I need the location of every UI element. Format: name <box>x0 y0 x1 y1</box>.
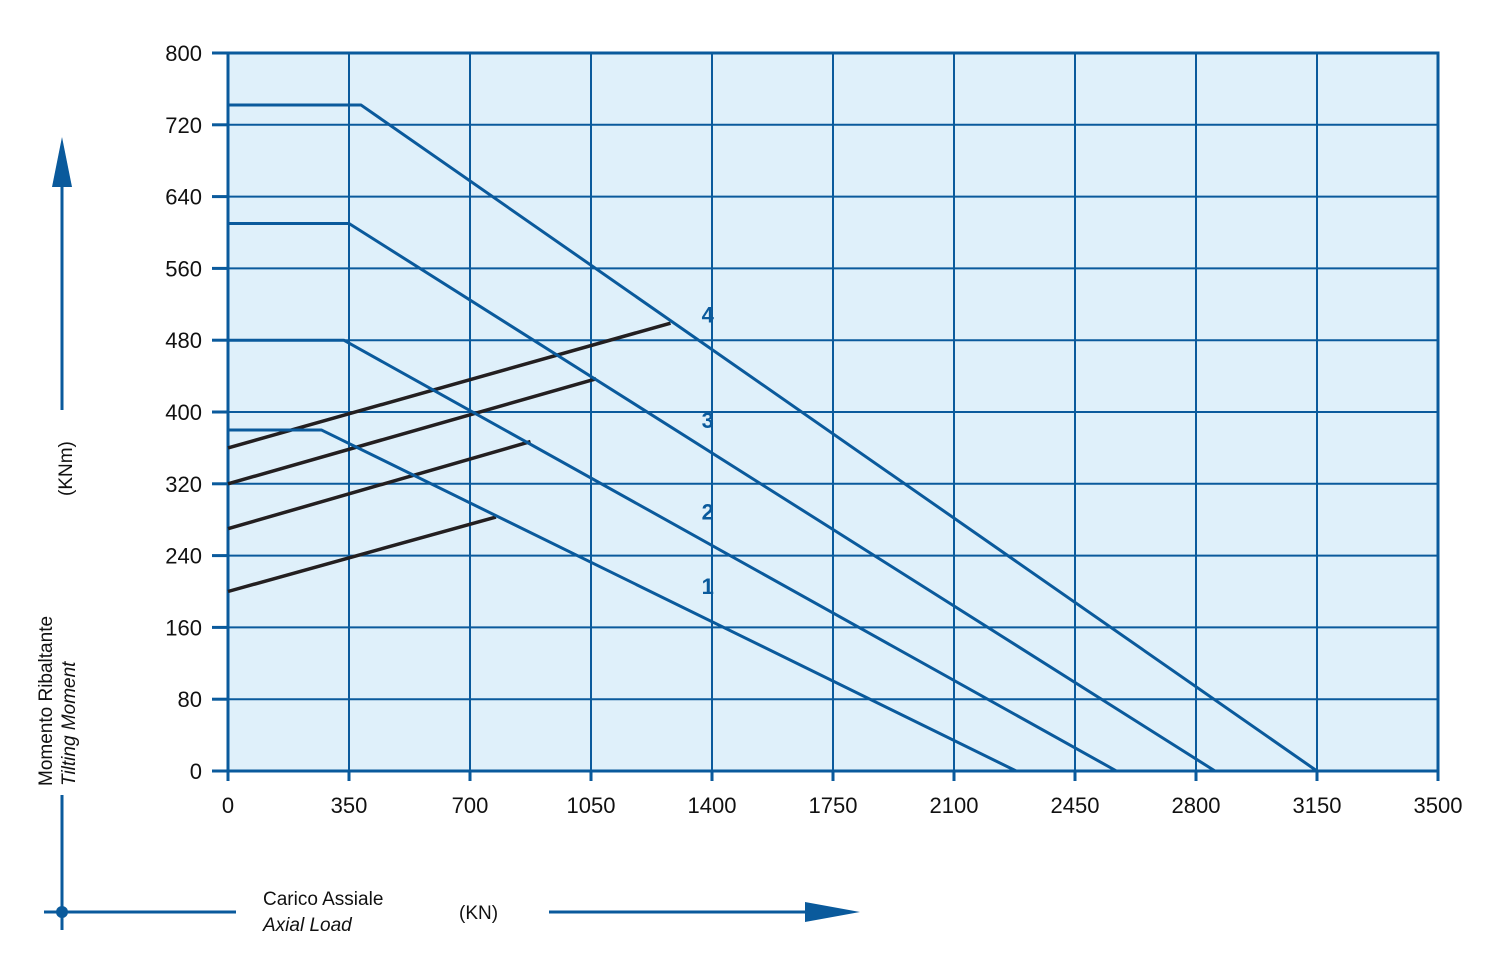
x-tick-label: 1400 <box>688 793 737 818</box>
y-tick-label: 560 <box>165 256 202 281</box>
origin-dot-icon <box>56 906 68 918</box>
series-layer <box>227 103 1318 773</box>
y-axis-title: Momento Ribaltante Tilting Moment <box>36 616 80 786</box>
y-tick-label: 240 <box>165 544 202 569</box>
capacity-curve-4 <box>228 103 1318 773</box>
x-axis-title-line2: Axial Load <box>262 915 353 936</box>
x-tick-label: 3150 <box>1293 793 1342 818</box>
y-axis-title-line1: Momento Ribaltante <box>36 616 57 786</box>
capacity-curve-1 <box>228 428 1017 773</box>
bolt-line-4 <box>227 321 671 450</box>
capacity-curve-2 <box>228 338 1118 773</box>
y-arrow-head-icon <box>52 137 72 187</box>
x-arrow-head-icon <box>805 902 860 922</box>
x-axis-title: Carico Assiale Axial Load <box>262 889 383 936</box>
y-tick-label: 400 <box>165 400 202 425</box>
grid <box>227 52 1439 772</box>
x-tick-label: 350 <box>331 793 368 818</box>
axis-ticks <box>212 51 1440 781</box>
x-tick-label: 2800 <box>1172 793 1221 818</box>
x-tick-label: 700 <box>452 793 489 818</box>
x-tick-label: 1750 <box>809 793 858 818</box>
y-tick-label: 800 <box>165 41 202 66</box>
curve-label-4: 4 <box>702 302 715 327</box>
x-tick-label: 3500 <box>1414 793 1463 818</box>
bolt-line-1 <box>227 515 497 594</box>
bolt-line-3 <box>227 377 597 486</box>
x-tick-label: 1050 <box>567 793 616 818</box>
y-tick-label: 80 <box>178 687 202 712</box>
x-tick-label: 2450 <box>1051 793 1100 818</box>
capacity-curve-3 <box>228 222 1216 773</box>
y-tick-label: 0 <box>190 759 202 784</box>
x-tick-label: 2100 <box>930 793 979 818</box>
curve-label-2: 2 <box>702 500 714 525</box>
y-tick-label: 720 <box>165 113 202 138</box>
y-tick-label: 320 <box>165 472 202 497</box>
x-axis-unit: (KN) <box>459 903 498 924</box>
y-tick-label: 640 <box>165 185 202 210</box>
curve-labels: 1 2 3 4 <box>702 302 715 599</box>
y-tick-label: 160 <box>165 615 202 640</box>
y-axis-unit: (KNm) <box>56 441 77 496</box>
tick-labels: 0 350 700 1050 1400 1750 2100 2450 2800 3150 35000… <box>165 41 1462 818</box>
x-axis-title-line1: Carico Assiale <box>263 889 383 910</box>
curve-label-1: 1 <box>702 574 714 599</box>
y-tick-label: 480 <box>165 328 202 353</box>
axis-direction-arrows <box>44 137 860 930</box>
x-tick-label: 0 <box>222 793 234 818</box>
bolt-line-2 <box>227 439 531 531</box>
curve-label-3: 3 <box>702 408 714 433</box>
y-axis-title-line2: Tilting Moment <box>59 661 80 786</box>
